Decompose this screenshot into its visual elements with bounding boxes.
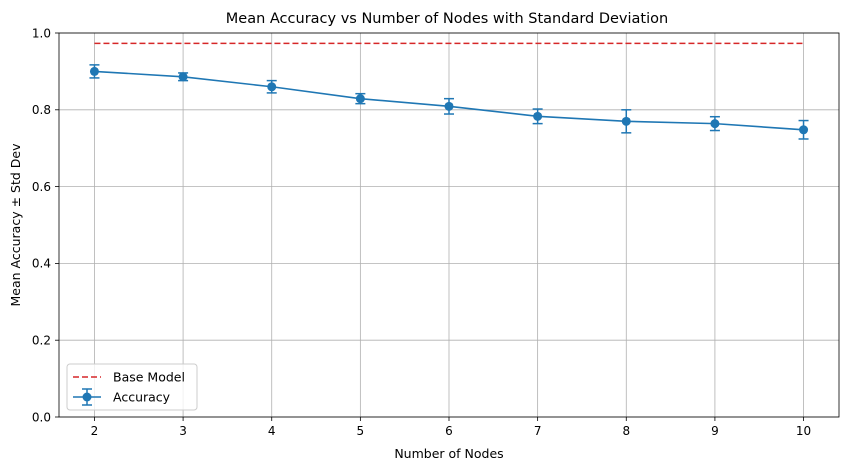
legend-base-model-label: Base Model [113, 370, 185, 385]
y-tick-label: 0.4 [32, 257, 51, 271]
x-tick-label: 6 [445, 424, 453, 438]
chart-title: Mean Accuracy vs Number of Nodes with St… [226, 11, 668, 27]
legend-accuracy-label: Accuracy [113, 390, 171, 405]
accuracy-point [89, 66, 99, 76]
accuracy-point [710, 119, 720, 129]
accuracy-point [799, 125, 809, 135]
ticks: 2 3 4 5 6 7 8 9 10 0.0 0.2 0.4 0.6 0.8 1.0 [32, 26, 811, 438]
y-tick-label: 0.8 [32, 103, 51, 117]
y-tick-label: 1.0 [32, 26, 51, 40]
legend-accuracy-swatch [73, 388, 101, 406]
x-tick-label: 5 [357, 424, 365, 438]
y-axis-label: Mean Accuracy ± Std Dev [8, 143, 23, 307]
y-tick-label: 0.6 [32, 180, 51, 194]
x-axis-label: Number of Nodes [394, 446, 503, 461]
legend-frame [66, 363, 198, 411]
legend: Base Model Accuracy [66, 363, 198, 411]
x-tick-label: 3 [179, 424, 187, 438]
series-layer [89, 42, 809, 140]
x-tick-label: 9 [711, 424, 719, 438]
legend-accuracy-marker [82, 392, 92, 402]
accuracy-point [267, 82, 277, 92]
accuracy-point [178, 72, 188, 82]
y-tick-label: 0.2 [32, 334, 51, 348]
x-tick-label: 8 [622, 424, 630, 438]
x-tick-label: 10 [796, 424, 811, 438]
x-tick-label: 2 [91, 424, 99, 438]
accuracy-point [533, 111, 543, 121]
accuracy-point [444, 101, 454, 111]
x-tick-label: 4 [268, 424, 276, 438]
accuracy-point [621, 116, 631, 126]
accuracy-point [355, 94, 365, 104]
y-tick-label: 0.0 [32, 410, 51, 424]
x-tick-label: 7 [534, 424, 542, 438]
